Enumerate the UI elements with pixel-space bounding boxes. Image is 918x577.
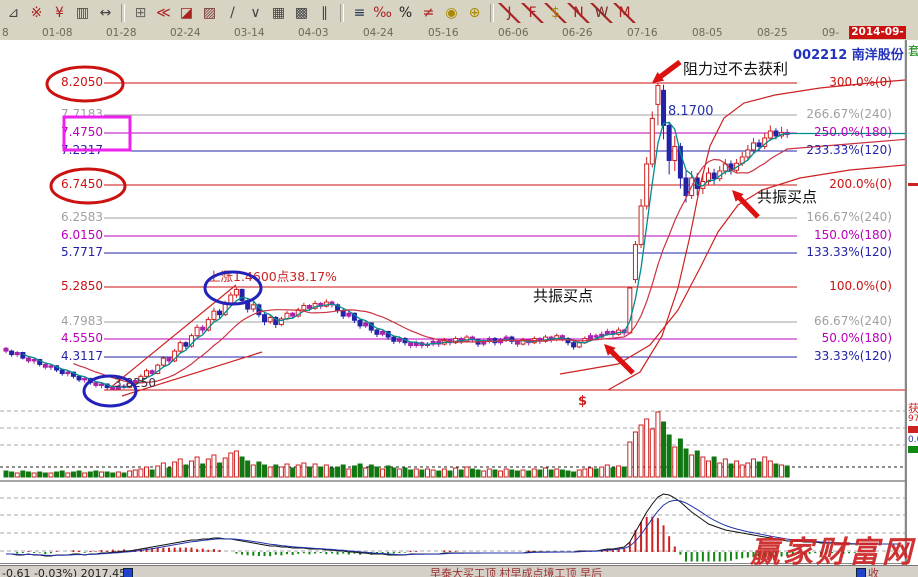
percent-level-label: 133.33%(120) bbox=[806, 245, 892, 259]
gold-section-tool-button[interactable]: ⊕ bbox=[468, 5, 481, 21]
date-tick-label: 02-24 bbox=[170, 27, 201, 39]
price-level-label: 6.7450 bbox=[61, 177, 103, 191]
status-index-info: -0.61 -0.03%) 2017.45 bbox=[2, 567, 127, 577]
current-date-badge: 2014-09-30 bbox=[849, 26, 906, 51]
price-level-label: 4.3117 bbox=[61, 349, 103, 363]
percent-level-label: 300.0%(0) bbox=[829, 75, 892, 89]
date-tick-label: 08-05 bbox=[692, 27, 723, 39]
toolbar-separator bbox=[490, 4, 494, 22]
date-tick-label: 01-28 bbox=[106, 27, 137, 39]
date-tick-label: 04-03 bbox=[298, 27, 329, 39]
percent-level-label: 233.33%(120) bbox=[806, 143, 892, 157]
resonance-buy-point-right: 共振买点 bbox=[757, 188, 818, 206]
percent-level-label: 33.33%(120) bbox=[813, 349, 892, 363]
loss-legend-green-swatch bbox=[908, 446, 918, 453]
gold-line-tool-button[interactable]: $ bbox=[544, 3, 567, 23]
date-tick-label: 04-24 bbox=[363, 27, 394, 39]
percent-level-label: 166.67%(240) bbox=[806, 210, 892, 224]
pointer-tool-button[interactable]: ⊿ bbox=[7, 5, 20, 21]
status-bar: -0.61 -0.03%) 2017.45 早泰大买工顶 村早成点境工顶 早后 … bbox=[0, 565, 918, 577]
date-tick-label: 05-16 bbox=[428, 27, 459, 39]
grid-dense-tool-button[interactable]: ▩ bbox=[294, 5, 309, 21]
date-tick-label: 03-14 bbox=[234, 27, 265, 39]
gann-box-tool-button[interactable]: ◪ bbox=[179, 5, 194, 21]
measure-tool-button[interactable]: ↔ bbox=[99, 5, 112, 21]
gann-grid-tool-button[interactable]: ▨ bbox=[202, 5, 217, 21]
resonance-buy-point-mid: 共振买点 bbox=[533, 287, 594, 305]
date-tick-label: 01-08 bbox=[42, 27, 73, 39]
grid-tool-button[interactable]: ▦ bbox=[271, 5, 286, 21]
four-line-tool-button[interactable]: M bbox=[613, 3, 636, 23]
percent-line-tool-button[interactable]: ≠ bbox=[422, 5, 435, 21]
percent-level-label: 100.0%(0) bbox=[829, 279, 892, 293]
tag-label: 套 bbox=[908, 42, 918, 59]
price-level-label: 7.2317 bbox=[61, 143, 103, 157]
shen-stamp-tool-button[interactable]: ※ bbox=[30, 5, 43, 21]
toolbar-separator bbox=[340, 4, 344, 22]
ruler-tool-button[interactable]: ▥ bbox=[75, 5, 90, 21]
price-level-label: 6.0150 bbox=[61, 228, 103, 242]
toolbar: ⊿ ※ ¥ ▥ ↔ ⊞ ≪ ◪ ▨ / ∨ ▦ ▩ ∥ ≡ ‰% ≠ ◉ ⊕ J F $ N W M bbox=[0, 0, 918, 27]
profit-legend-value: 97 bbox=[908, 414, 918, 424]
percent-level-label: 150.0%(180) bbox=[813, 228, 892, 242]
profit-legend-red-swatch bbox=[908, 426, 918, 433]
date-tick-label: 08-25 bbox=[757, 27, 788, 39]
percent-level-label: 266.67%(240) bbox=[806, 107, 892, 121]
price-level-label: 8.2050 bbox=[61, 75, 103, 89]
price-level-label: 7.7183 bbox=[61, 107, 103, 121]
date-tick-label: 06-06 bbox=[498, 27, 529, 39]
right-panel: 套 获 97 0.0 bbox=[906, 40, 918, 565]
price-level-label: 6.2583 bbox=[61, 210, 103, 224]
price-level-label: 7.4750 bbox=[61, 125, 103, 139]
date-axis: 2014-09-30 8 01-08 01-28 02-24 03-14 04-03 04-… bbox=[0, 26, 918, 51]
resistance-annotation: 阻力过不去获利 bbox=[683, 60, 789, 78]
date-tick-label: 06-26 bbox=[562, 27, 593, 39]
date-tick-label: 07-16 bbox=[627, 27, 658, 39]
toolbar-separator bbox=[121, 4, 125, 22]
rise-measure-annotation: 上涨1.4600点38.17% bbox=[208, 269, 337, 284]
level-tick bbox=[908, 183, 918, 186]
base-price-label: 3.8250 bbox=[114, 376, 156, 390]
peak-price-label: 8.1700 bbox=[668, 104, 714, 119]
zigzag-tool-button[interactable]: ∨ bbox=[250, 5, 261, 21]
percent-level-label: 50.0%(180) bbox=[821, 331, 892, 345]
date-tick-label: 09- bbox=[822, 27, 840, 39]
box-select-tool-button[interactable]: ⊞ bbox=[134, 5, 147, 21]
percent-level-label: 66.67%(240) bbox=[813, 314, 892, 328]
status-right-text: 收 bbox=[868, 567, 879, 577]
status-icon-left[interactable] bbox=[123, 568, 133, 577]
price-level-label: 4.7983 bbox=[61, 314, 103, 328]
percent-level-label: 250.0%(180) bbox=[813, 125, 892, 139]
parallel-lines-tool-button[interactable]: ∥ bbox=[321, 5, 328, 21]
trend-line-tool-button[interactable]: / bbox=[230, 5, 235, 21]
percent-change-tool-button[interactable]: ‰ bbox=[373, 5, 392, 21]
stock-title: 002212 南洋股份 bbox=[793, 48, 904, 63]
shen-line-tool-button[interactable]: N bbox=[567, 3, 590, 23]
profit-legend-char: 获 bbox=[908, 402, 918, 415]
j-line-tool-button[interactable]: J bbox=[498, 3, 521, 23]
date-tick-label: 8 bbox=[2, 27, 9, 39]
price-level-label: 5.7717 bbox=[61, 245, 103, 259]
dollar-marker: $ bbox=[578, 394, 588, 409]
stats-panel-tool-button[interactable]: ≡ bbox=[353, 5, 366, 21]
gann-fan-tool-button[interactable]: ≪ bbox=[156, 5, 171, 21]
chart-canvas[interactable] bbox=[0, 40, 918, 565]
ying-line-tool-button[interactable]: W bbox=[590, 3, 613, 23]
price-level-label: 4.5550 bbox=[61, 331, 103, 345]
status-icon-right[interactable] bbox=[856, 568, 866, 577]
gold-circle-tool-button[interactable]: ◉ bbox=[445, 5, 458, 21]
loss-legend-value: 0.0 bbox=[908, 435, 918, 445]
price-level-label: 5.2850 bbox=[61, 279, 103, 293]
ying-stamp-tool-button[interactable]: ¥ bbox=[55, 5, 64, 21]
status-mid-text: 早泰大买工顶 村早成点境工顶 早后 bbox=[430, 567, 602, 577]
f-line-tool-button[interactable]: F bbox=[521, 3, 544, 23]
percent-tool-button[interactable]: % bbox=[398, 5, 413, 21]
